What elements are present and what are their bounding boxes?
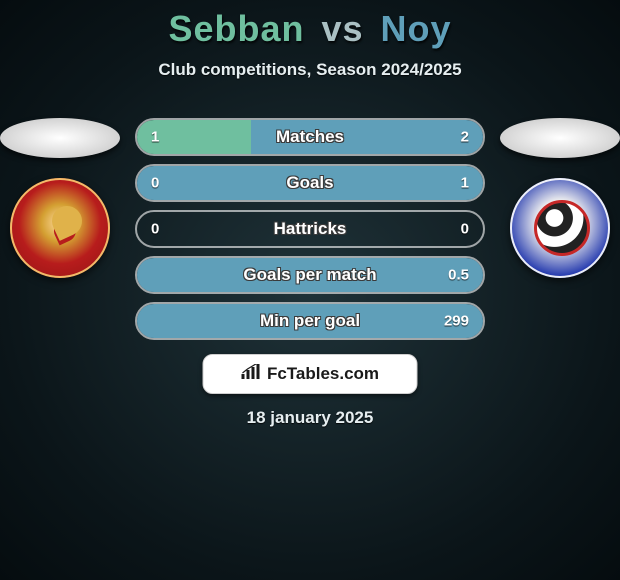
stat-label: Matches xyxy=(276,127,344,147)
stats-panel: 1 Matches 2 0 Goals 1 0 Hattricks 0 Goal… xyxy=(135,118,485,348)
infographic-root: Sebban vs Noy Club competitions, Season … xyxy=(0,0,620,580)
bar-chart-icon xyxy=(241,364,261,385)
stat-value-left: 0 xyxy=(151,175,159,192)
title: Sebban vs Noy xyxy=(0,0,620,50)
stat-row-goals: 0 Goals 1 xyxy=(135,164,485,202)
stat-value-left: 0 xyxy=(151,221,159,238)
stat-value-right: 0.5 xyxy=(448,267,469,284)
stat-value-right: 2 xyxy=(461,129,469,146)
player2-club-crest xyxy=(510,178,610,278)
stat-row-matches: 1 Matches 2 xyxy=(135,118,485,156)
stat-label: Goals per match xyxy=(243,265,376,285)
stat-row-goals-per-match: Goals per match 0.5 xyxy=(135,256,485,294)
player1-avatar-placeholder xyxy=(0,118,120,158)
right-avatar-column xyxy=(500,118,620,278)
footer-date: 18 january 2025 xyxy=(0,408,620,428)
vs-label: vs xyxy=(321,8,363,49)
stat-row-hattricks: 0 Hattricks 0 xyxy=(135,210,485,248)
site-badge: FcTables.com xyxy=(203,354,418,394)
stat-label: Min per goal xyxy=(260,311,360,331)
stat-value-right: 0 xyxy=(461,221,469,238)
subtitle: Club competitions, Season 2024/2025 xyxy=(0,60,620,80)
site-label: FcTables.com xyxy=(267,364,379,384)
player2-avatar-placeholder xyxy=(500,118,620,158)
stat-label: Hattricks xyxy=(274,219,347,239)
stat-value-right: 1 xyxy=(461,175,469,192)
stat-value-left: 1 xyxy=(151,129,159,146)
stat-label: Goals xyxy=(286,173,333,193)
stat-value-right: 299 xyxy=(444,313,469,330)
left-avatar-column xyxy=(0,118,120,278)
stat-row-min-per-goal: Min per goal 299 xyxy=(135,302,485,340)
player1-club-crest xyxy=(10,178,110,278)
player1-name: Sebban xyxy=(168,8,304,49)
player2-name: Noy xyxy=(381,8,452,49)
